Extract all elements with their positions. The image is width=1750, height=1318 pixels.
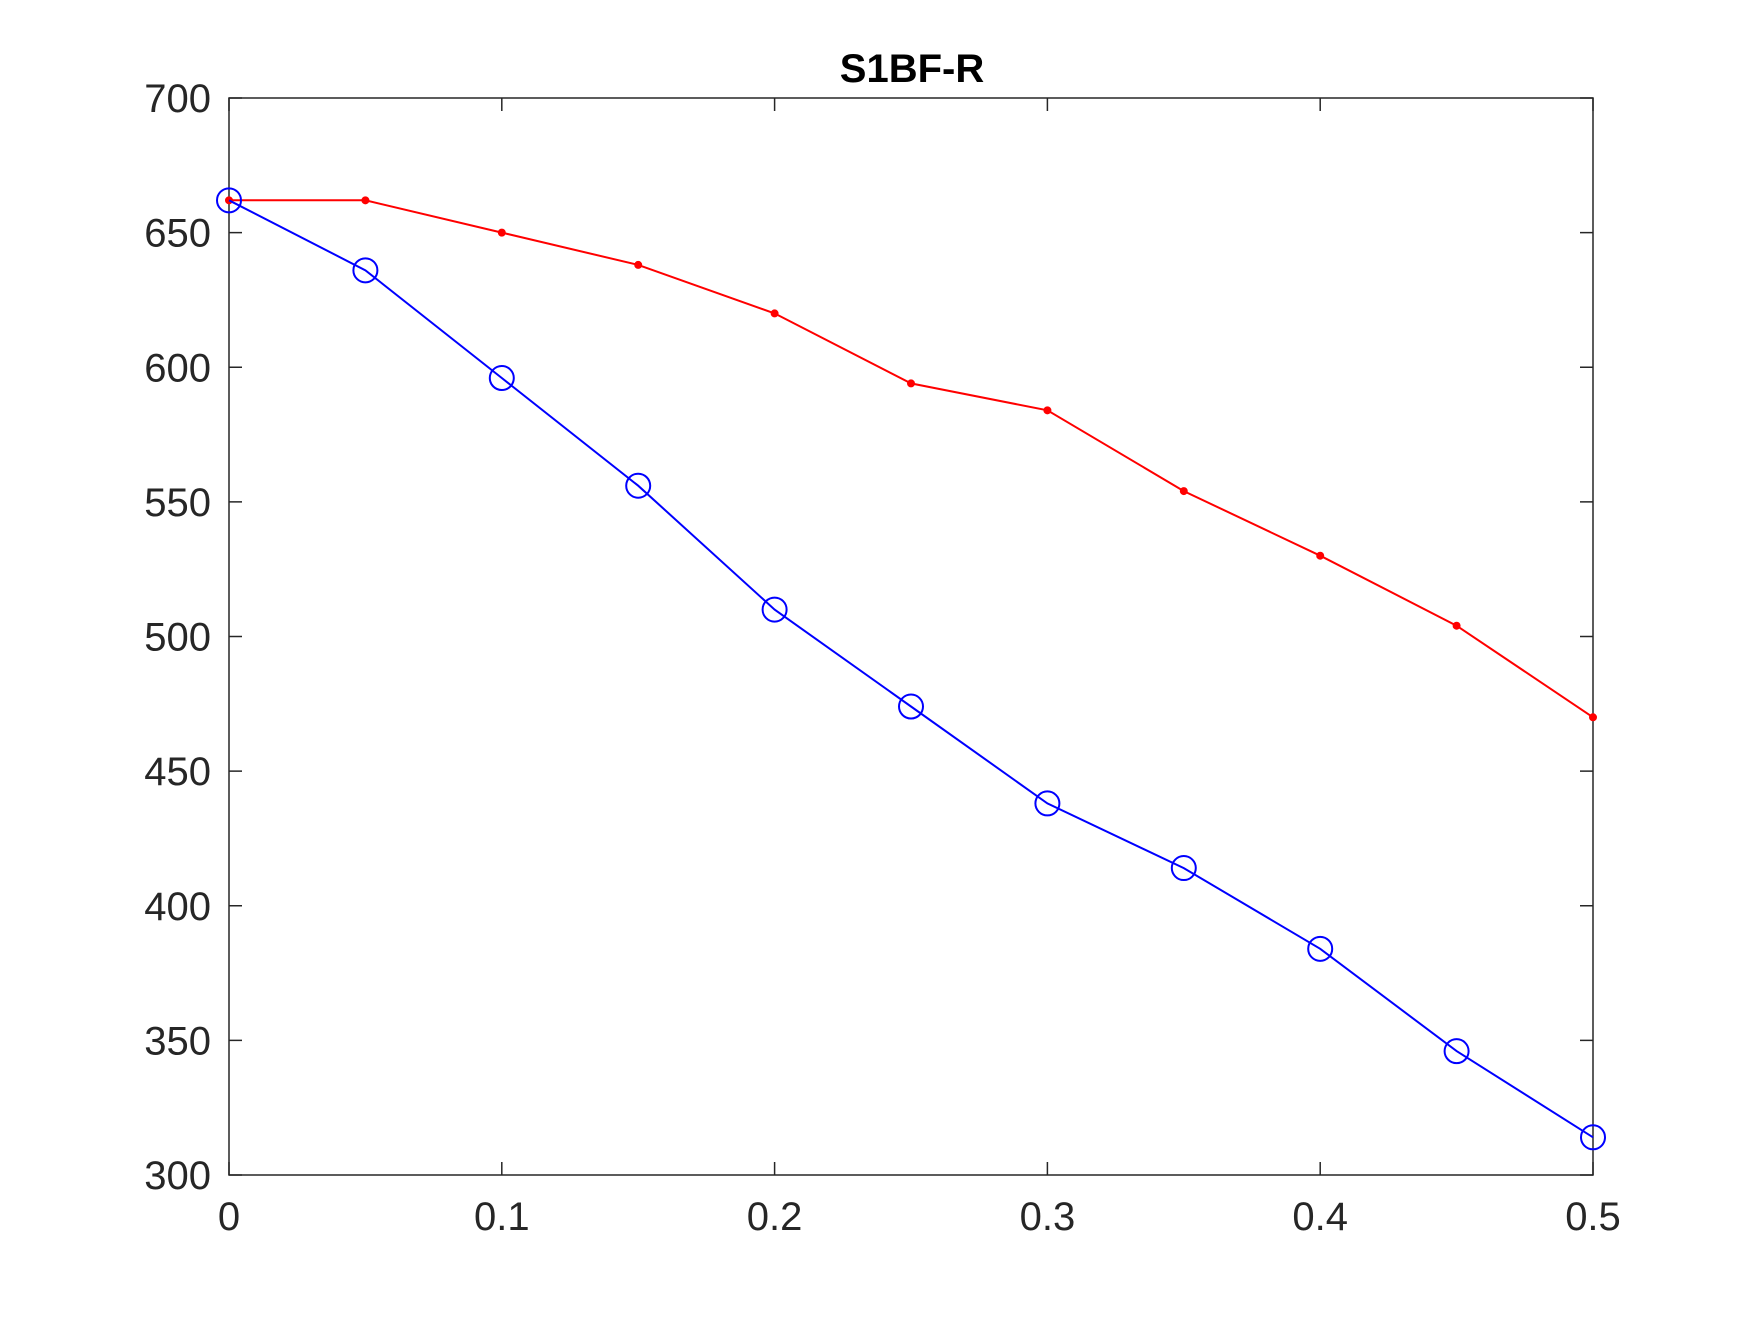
series-1-marker (1316, 551, 1325, 560)
x-tick-label: 0.3 (1020, 1195, 1076, 1239)
x-tick-label: 0.1 (474, 1195, 530, 1239)
series-2-marker (352, 257, 379, 284)
y-tick-label: 700 (144, 77, 211, 121)
series-2-marker (216, 187, 242, 214)
plot-area: 0 0.1 0.2 0.3 0.4 0.5 300 350 400 450 500 550 600 650… (144, 77, 1621, 1239)
y-tick-label: 300 (144, 1154, 211, 1198)
y-tick-label: 550 (144, 481, 211, 525)
x-tick-label: 0.2 (747, 1195, 803, 1239)
series-2-marker (1443, 1038, 1470, 1065)
y-tick-label: 500 (144, 616, 211, 660)
series-1-marker (1043, 406, 1052, 415)
series-2-marker (625, 472, 652, 499)
series-1-marker (361, 196, 370, 205)
x-tick-label: 0.4 (1292, 1195, 1348, 1239)
series-1-marker (1452, 621, 1461, 630)
y-tick-label: 400 (144, 885, 211, 929)
x-tick-label: 0.5 (1565, 1195, 1621, 1239)
series-2-line (228, 199, 1594, 1139)
series-2-marker (488, 365, 515, 392)
series-1-marker (770, 309, 779, 318)
series-2-marker (898, 693, 924, 720)
chart-title: S1BF-R (840, 47, 985, 91)
series-2-marker (1170, 855, 1197, 882)
series-1-marker (1589, 713, 1597, 722)
x-tick-label: 0 (218, 1195, 240, 1239)
series-2-marker (761, 596, 788, 623)
series-1-marker (1179, 487, 1188, 496)
series-2-marker (1580, 1124, 1606, 1151)
series-1-marker (907, 379, 915, 388)
y-tick-label: 450 (144, 750, 211, 794)
series-2-marker (1034, 790, 1061, 817)
y-tick-label: 350 (144, 1019, 211, 1063)
y-tick-label: 650 (144, 212, 211, 256)
series-1-marker (497, 228, 506, 237)
series-2-marker (1307, 935, 1334, 962)
series-1-marker (634, 260, 643, 269)
y-tick-label: 600 (144, 346, 211, 390)
axes-box (228, 97, 1594, 1176)
